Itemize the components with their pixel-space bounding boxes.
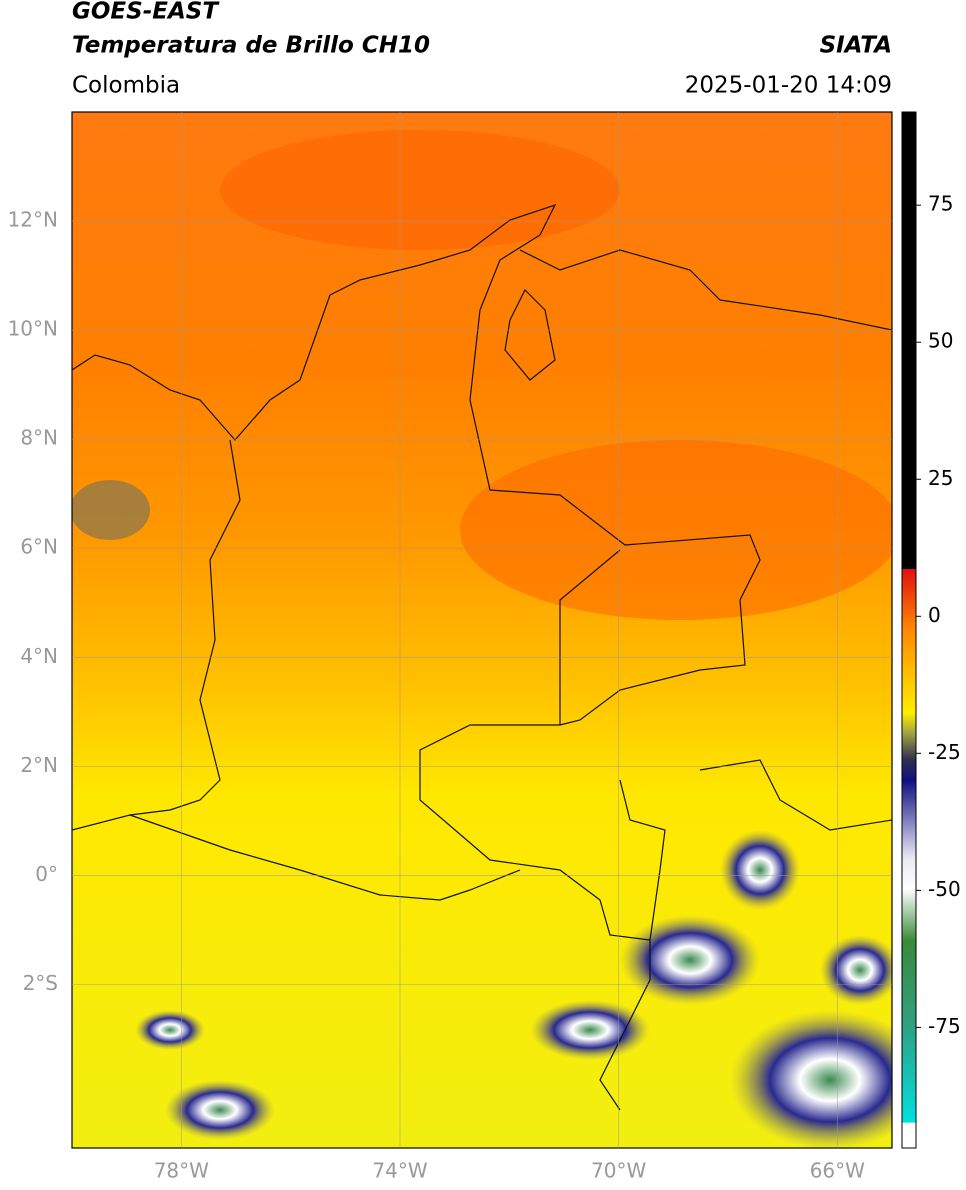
region: Colombia <box>72 73 180 99</box>
map-frame <box>71 111 893 1149</box>
lon-tick-label: 74°W <box>372 1159 427 1183</box>
lon-tick-label: 70°W <box>591 1159 646 1183</box>
lat-tick-label: 6°N <box>20 535 58 559</box>
colorbar-tick-label: -75 <box>928 1014 961 1038</box>
colorbar-tick-label: 25 <box>928 466 953 490</box>
colorbar <box>901 111 917 1149</box>
lon-tick-label: 78°W <box>154 1159 209 1183</box>
lat-tick-label: 10°N <box>8 317 58 341</box>
timestamp: 2025-01-20 14:09 <box>685 73 892 99</box>
lon-tick-label: 66°W <box>810 1159 865 1183</box>
colorbar-tick-label: 75 <box>928 192 953 216</box>
map-image <box>72 112 892 1148</box>
title: GOES-EAST <box>72 0 220 25</box>
subtitle: Temperatura de Brillo CH10 <box>72 33 430 59</box>
lat-tick-label: 4°N <box>20 644 58 668</box>
lat-tick-label: 2°N <box>20 753 58 777</box>
lat-tick-label: 8°N <box>20 426 58 450</box>
lat-tick-label: 0° <box>35 862 58 886</box>
lat-tick-label: 2°S <box>23 971 58 995</box>
source: SIATA <box>820 33 892 59</box>
colorbar-tick-label: -50 <box>928 877 961 901</box>
lat-tick-label: 12°N <box>8 208 58 232</box>
colorbar-tick-label: 50 <box>928 329 953 353</box>
colorbar-tick-label: 0 <box>928 603 941 627</box>
colorbar-tick-label: -25 <box>928 740 961 764</box>
